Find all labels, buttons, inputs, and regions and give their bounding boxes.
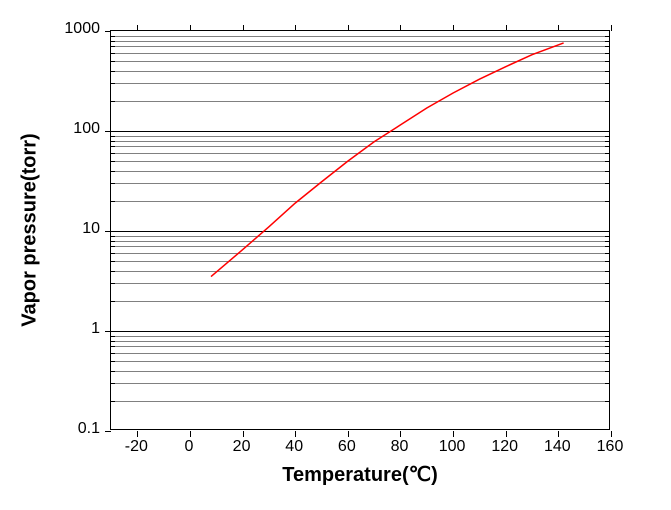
x-tick-label: 160 [597, 438, 624, 456]
x-axis-label: Temperature(℃) [282, 462, 437, 487]
y-axis-label: Vapor pressure(torr) [19, 133, 42, 326]
x-tick-label: 40 [285, 438, 303, 456]
x-tick-label: 20 [233, 438, 251, 456]
x-tick-label: 120 [491, 438, 518, 456]
x-tick-label: 0 [184, 438, 193, 456]
chart-container: Vapor pressure(torr) Temperature(℃) 0.11… [0, 0, 671, 510]
series-vapor-pressure [211, 43, 564, 277]
plot-area [110, 30, 610, 430]
x-tick-label: -20 [125, 438, 148, 456]
x-tick-label: 60 [338, 438, 356, 456]
x-tick-label: 100 [439, 438, 466, 456]
x-tick-label: 140 [544, 438, 571, 456]
x-tick-label: 80 [391, 438, 409, 456]
line-layer [111, 31, 611, 431]
